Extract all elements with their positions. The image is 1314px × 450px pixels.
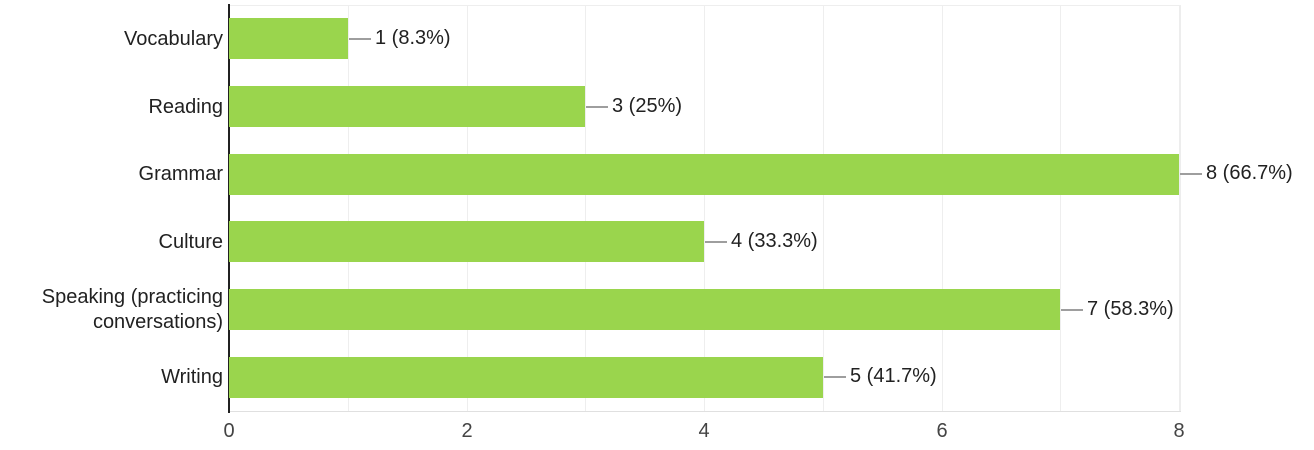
- gridline: [585, 5, 586, 411]
- bar-grammar[interactable]: [229, 154, 1179, 195]
- gridline: [348, 5, 349, 411]
- x-tick-label: 2: [461, 420, 473, 442]
- category-label-vocabulary: Vocabulary: [124, 27, 223, 50]
- x-tick-label: 8: [1173, 420, 1185, 442]
- category-label-reading: Reading: [148, 95, 223, 118]
- bar-reading[interactable]: [229, 86, 585, 127]
- gridline: [467, 5, 468, 411]
- x-tick-label: 4: [698, 420, 710, 442]
- plot-right-border: [1179, 5, 1181, 411]
- value-label-connector: [1061, 309, 1083, 311]
- category-label-speaking-practicing-conversations: Speaking (practicing conversations): [41, 286, 223, 333]
- gridline: [1060, 5, 1061, 411]
- bar-culture[interactable]: [229, 221, 704, 262]
- gridline: [704, 5, 705, 411]
- value-label-connector: [1180, 173, 1202, 175]
- value-label: 8 (66.7%): [1206, 162, 1293, 184]
- category-axis-line: [228, 4, 230, 413]
- value-label: 7 (58.3%): [1087, 298, 1174, 320]
- plot-top-border: [229, 5, 1181, 6]
- category-label-writing: Writing: [161, 365, 223, 388]
- value-label-connector: [824, 376, 846, 378]
- bar-vocabulary[interactable]: [229, 18, 348, 59]
- value-label: 3 (25%): [612, 95, 683, 117]
- value-axis-baseline: [229, 411, 1181, 412]
- value-label-connector: [349, 38, 371, 40]
- value-label: 1 (8.3%): [375, 27, 451, 49]
- gridline: [942, 5, 943, 411]
- value-label-connector: [705, 241, 727, 243]
- x-tick-label: 6: [936, 420, 948, 442]
- bar-speaking-practicing-conversations[interactable]: [229, 289, 1060, 330]
- value-label: 4 (33.3%): [731, 230, 818, 252]
- bar-writing[interactable]: [229, 357, 823, 398]
- value-label-connector: [586, 106, 608, 108]
- x-tick-label: 0: [223, 420, 235, 442]
- category-label-grammar: Grammar: [138, 162, 223, 185]
- value-label: 5 (41.7%): [850, 365, 937, 387]
- gridline: [823, 5, 824, 411]
- category-label-culture: Culture: [158, 230, 223, 253]
